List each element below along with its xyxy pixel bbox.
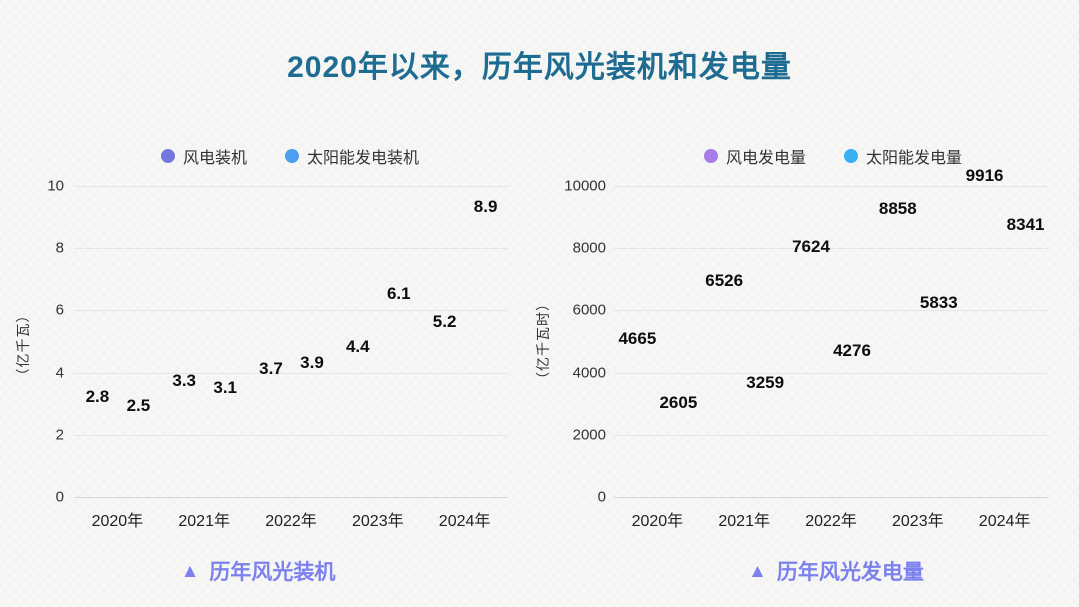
y-tick-label: 0 (597, 488, 606, 506)
y-tick-label: 8 (55, 239, 64, 257)
legend-marker-circle-icon (703, 149, 718, 163)
legend-installed-capacity: 风电装机 太阳能发电装机 (160, 144, 419, 168)
gridline (74, 434, 508, 436)
legend-label: 太阳能发电装机 (307, 150, 420, 167)
legend-generation: 风电发电量 太阳能发电量 (703, 144, 962, 168)
y-axis-name-generation: （亿千瓦时） (535, 296, 551, 386)
triangle-up-icon: ▲ (748, 560, 767, 582)
data-label-风电发电量: 7624 (792, 236, 830, 256)
data-label-太阳能发电装机: 3.9 (300, 352, 324, 372)
caption-label: 历年风光发电量 (776, 561, 924, 584)
data-label-风电发电量: 4665 (618, 328, 657, 348)
legend-label: 太阳能发电量 (866, 150, 963, 167)
data-label-太阳能发电量: 2605 (659, 392, 698, 412)
y-tick-label: 10 (47, 177, 64, 195)
gridline (74, 372, 508, 374)
data-label-太阳能发电装机: 8.9 (473, 197, 498, 217)
data-label-太阳能发电量: 8341 (1006, 214, 1045, 234)
gridline (614, 434, 1048, 436)
x-tick-label: 2020年 (91, 513, 144, 530)
triangle-up-icon: ▲ (180, 560, 200, 582)
y-tick-label: 2000 (572, 426, 606, 444)
data-label-风电装机: 3.3 (172, 371, 197, 391)
data-label-风电装机: 2.8 (85, 386, 110, 406)
legend-marker-circle-icon (285, 149, 299, 163)
legend-item-风电发电量[interactable]: 风电发电量 (703, 144, 806, 168)
gridline (614, 186, 1048, 187)
y-tick-label: 0 (55, 488, 64, 506)
x-tick-label: 2020年 (631, 513, 684, 530)
x-tick-label: 2021年 (178, 513, 230, 530)
x-tick-label: 2022年 (805, 513, 857, 530)
y-tick-label: 10000 (564, 177, 606, 195)
caption-installed-capacity: ▲ 历年风光装机 (181, 556, 336, 586)
legend-label: 风电发电量 (725, 150, 806, 167)
y-tick-label: 2 (55, 426, 64, 444)
data-label-太阳能发电量: 4276 (833, 341, 871, 361)
data-label-太阳能发电装机: 6.1 (386, 284, 411, 304)
data-label-太阳能发电装机: 3.1 (213, 377, 238, 397)
data-label-太阳能发电量: 5833 (919, 292, 958, 312)
caption-label: 历年风光装机 (209, 561, 336, 584)
gridline (74, 186, 508, 187)
x-axis-line (614, 497, 1048, 498)
gridline (614, 310, 1048, 312)
gridline (74, 310, 508, 312)
x-axis-line (74, 497, 508, 498)
legend-marker-circle-icon (160, 149, 175, 163)
legend-marker-circle-icon (844, 149, 858, 163)
data-label-风电装机: 5.2 (432, 312, 457, 332)
gridline (614, 248, 1048, 250)
x-tick-label: 2023年 (891, 513, 944, 530)
legend-label: 风电装机 (182, 150, 247, 167)
data-label-风电装机: 4.4 (345, 337, 370, 357)
data-label-太阳能发电装机: 2.5 (126, 396, 151, 416)
page-title: 2020年以来，历年风光装机和发电量 (287, 51, 792, 84)
legend-item-风电装机[interactable]: 风电装机 (160, 144, 247, 168)
data-label-风电发电量: 8858 (878, 198, 917, 218)
data-label-风电发电量: 6526 (705, 271, 744, 291)
gridline (74, 248, 508, 250)
y-tick-label: 6 (55, 301, 64, 319)
x-tick-label: 2023年 (351, 513, 404, 530)
y-axis-name-installed: （亿千瓦） (15, 307, 31, 383)
y-tick-label: 4 (55, 364, 64, 382)
legend-item-太阳能发电量[interactable]: 太阳能发电量 (844, 144, 962, 168)
data-label-太阳能发电量: 3259 (746, 372, 785, 392)
caption-generation: ▲ 历年风光发电量 (748, 556, 924, 586)
x-tick-label: 2024年 (978, 513, 1031, 530)
data-label-风电发电量: 9916 (965, 165, 1004, 185)
y-tick-label: 8000 (572, 239, 606, 257)
y-tick-label: 6000 (572, 301, 606, 319)
gridline (614, 372, 1048, 374)
x-tick-label: 2022年 (265, 513, 317, 530)
y-tick-label: 4000 (572, 364, 606, 382)
legend-item-太阳能发电装机[interactable]: 太阳能发电装机 (285, 144, 419, 168)
data-label-风电装机: 3.7 (259, 358, 283, 378)
x-tick-label: 2024年 (438, 513, 491, 530)
x-tick-label: 2021年 (718, 513, 770, 530)
